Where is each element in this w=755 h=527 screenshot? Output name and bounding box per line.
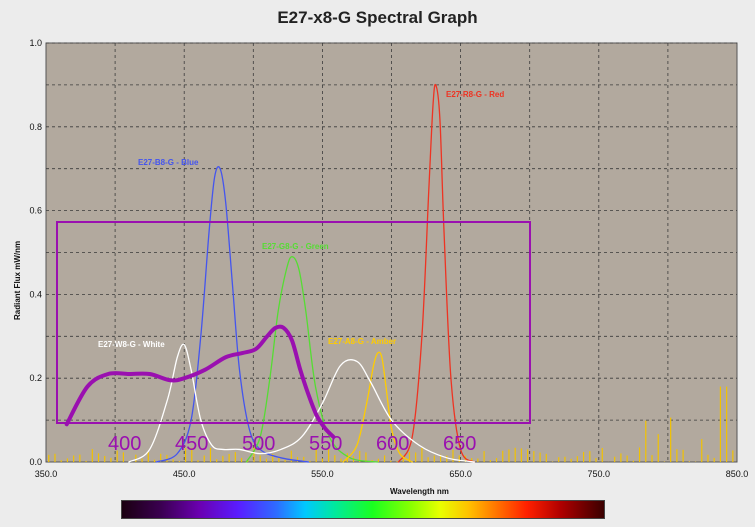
series-line <box>342 351 413 463</box>
y-tick-label: 0.2 <box>29 373 42 383</box>
series-labels: E27-B8-G - Blue E27-G8-G - Green E27-R8-G … <box>98 90 504 349</box>
series-line <box>64 324 336 439</box>
series-label: E27-A8-G - Amber <box>328 337 396 346</box>
y-tick-label: 0.0 <box>29 457 42 467</box>
chart-title: E27-x8-G Spectral Graph <box>277 8 478 27</box>
series-label: E27-B8-G - Blue <box>138 158 199 167</box>
y-tick-label: 1.0 <box>29 38 42 48</box>
x-tick-label: 350.0 <box>35 469 58 479</box>
series-line <box>397 83 476 463</box>
x-tick-label: 650.0 <box>449 469 472 479</box>
series-label: E27-G8-G - Green <box>262 242 329 251</box>
overlay-number: 600 <box>376 433 409 455</box>
highlight-box <box>56 221 531 424</box>
overlay-number: 500 <box>242 433 275 455</box>
series-label: E27-W8-G - White <box>98 340 165 349</box>
grid-lines <box>46 42 737 462</box>
series-line <box>128 343 476 463</box>
overlay-numbers: 400 450 500 550 600 650 <box>108 433 476 455</box>
series-lines <box>64 83 476 463</box>
series-label: E27-R8-G - Red <box>446 90 504 99</box>
y-tick-label: 0.8 <box>29 122 42 132</box>
x-tick-label: 850.0 <box>726 469 749 479</box>
y-tick-label: 0.4 <box>29 289 42 299</box>
x-tick-label: 550.0 <box>311 469 334 479</box>
overlay-number: 650 <box>443 433 476 455</box>
y-axis-label: Radiant Flux mW/nm <box>13 241 22 320</box>
overlay-number: 400 <box>108 433 141 455</box>
y-tick-label: 0.6 <box>29 206 42 216</box>
axis-ticks: 350.0 450.0 550.0 650.0 750.0 850.0 0.0 0.2 0.4 0… <box>29 38 748 479</box>
overlay-number: 550 <box>309 433 342 455</box>
x-tick-label: 750.0 <box>588 469 611 479</box>
series-line <box>245 256 379 463</box>
overlay-number: 450 <box>175 433 208 455</box>
spectrum-color-bar <box>121 500 605 519</box>
x-tick-label: 450.0 <box>173 469 196 479</box>
x-axis-label: Wavelength nm <box>390 487 449 496</box>
